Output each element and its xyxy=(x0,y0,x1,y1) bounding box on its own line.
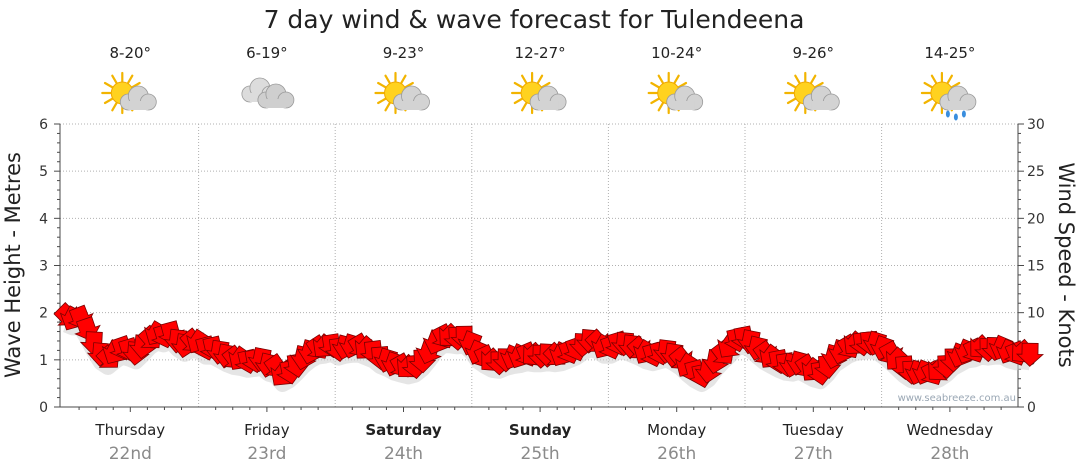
y-tick-label: 5 xyxy=(39,164,48,180)
left-axis-title: Wave Height - Metres xyxy=(1,152,25,378)
y-tick-label: 0 xyxy=(39,400,48,416)
y2-tick-label: 0 xyxy=(1027,400,1036,416)
temperature-range: 8-20° xyxy=(110,44,152,62)
y2-tick-label: 10 xyxy=(1027,306,1045,322)
y2-tick-label: 15 xyxy=(1027,259,1045,275)
y-tick-label: 6 xyxy=(39,117,48,133)
right-axis-title: Wind Speed - Knots xyxy=(1054,162,1078,367)
day-date: 27th xyxy=(794,444,833,464)
day-name: Thursday xyxy=(94,421,165,439)
day-date: 22nd xyxy=(109,444,152,464)
watermark: www.seabreeze.com.au xyxy=(898,393,1016,404)
y-tick-label: 4 xyxy=(39,211,48,227)
day-date: 26th xyxy=(657,444,696,464)
day-name: Saturday xyxy=(365,421,442,439)
temperature-range: 14-25° xyxy=(924,44,975,62)
y-tick-label: 3 xyxy=(39,259,48,275)
showers-icon xyxy=(920,71,977,121)
day-name: Friday xyxy=(244,421,290,439)
cloudy-icon xyxy=(241,77,295,109)
day-name: Sunday xyxy=(509,421,572,439)
temperature-range: 10-24° xyxy=(651,44,702,62)
partly-cloudy-icon xyxy=(101,71,157,115)
wind-arrow xyxy=(1015,342,1044,367)
day-date: 23rd xyxy=(247,444,286,464)
temperature-range: 12-27° xyxy=(515,44,566,62)
day-name: Monday xyxy=(647,421,706,439)
temperature-range: 6-19° xyxy=(246,44,288,62)
wind-arrows xyxy=(53,302,1044,389)
partly-cloudy-icon xyxy=(784,71,840,115)
y2-tick-label: 30 xyxy=(1027,117,1045,133)
day-date: 24th xyxy=(384,444,423,464)
temperature-range: 9-23° xyxy=(383,44,425,62)
y-tick-label: 1 xyxy=(39,353,48,369)
day-name: Tuesday xyxy=(782,421,844,439)
left-axis: 0 1 2 3 4 5 6 xyxy=(39,117,60,416)
partly-cloudy-icon xyxy=(374,71,430,115)
partly-cloudy-icon xyxy=(647,71,704,115)
temperature-range: 9-26° xyxy=(793,44,835,62)
day-labels: Thursday 22nd Friday 23rd Saturday 24th Sunday… xyxy=(94,421,993,464)
day-name: Wednesday xyxy=(906,421,993,439)
partly-cloudy-icon xyxy=(510,71,567,115)
y2-tick-label: 25 xyxy=(1027,164,1045,180)
day-date: 25th xyxy=(521,444,560,464)
weather-row: 8-20° 6-19° 9-23° 12-27° 10-24° 9-26° 14-25° xyxy=(101,44,977,121)
y2-tick-label: 20 xyxy=(1027,211,1045,227)
day-date: 28th xyxy=(930,444,969,464)
chart-title: 7 day wind & wave forecast for Tulendeen… xyxy=(264,5,805,34)
right-axis: 051015202530 xyxy=(1018,117,1045,416)
y-tick-label: 2 xyxy=(39,306,48,322)
